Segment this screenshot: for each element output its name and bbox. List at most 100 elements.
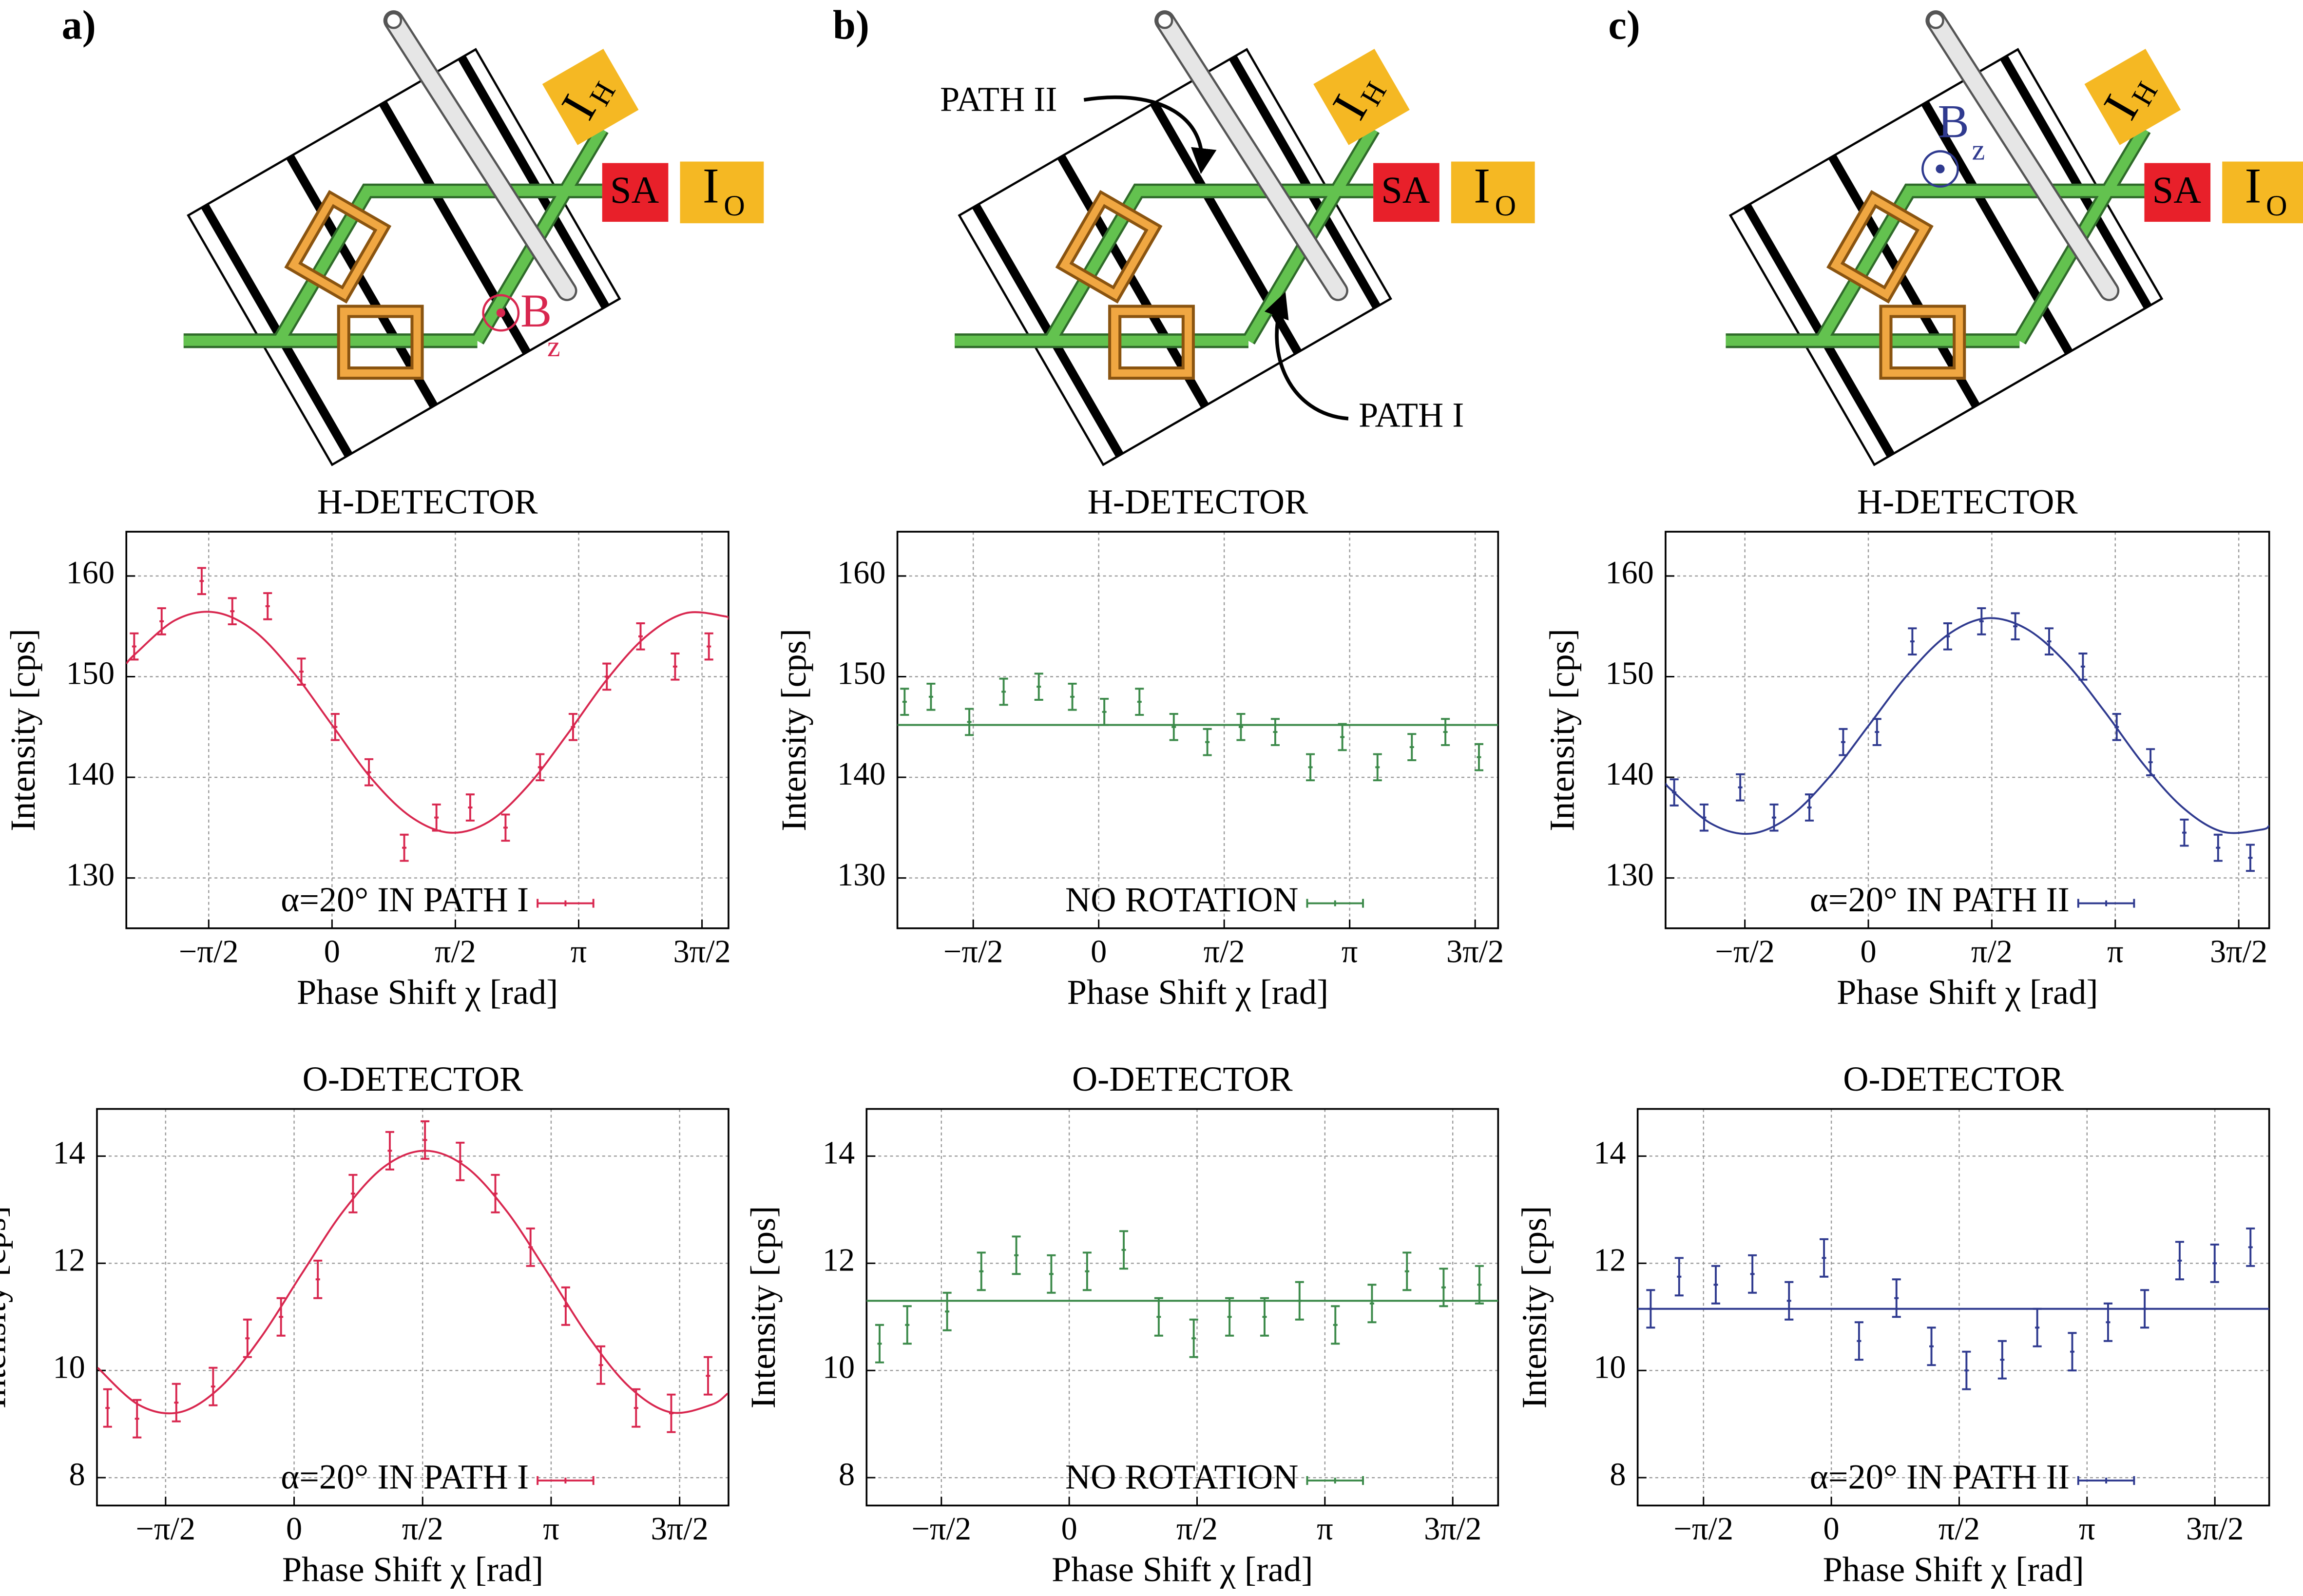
x-tick-label: 0 [1061,1511,1077,1547]
error-bar [1820,1238,1829,1278]
error-bar [1441,718,1450,746]
chart-title: O-DETECTOR [1072,1059,1293,1098]
error-bar [133,1399,142,1439]
error-bar [313,1259,323,1299]
y-tick-label: 150 [66,656,115,692]
y-tick-label: 14 [823,1135,855,1171]
error-bar [456,1141,465,1181]
y-tick-label: 10 [823,1349,855,1385]
y-tick-label: 8 [839,1457,855,1492]
plot-area [1637,1227,2269,1390]
fit-line [1665,617,2269,835]
x-tick-label: π [1342,934,1358,969]
error-bar [421,1120,430,1160]
error-bar [1769,803,1779,832]
y-tick-label: 140 [1605,756,1653,792]
field-sub: z [547,330,560,363]
y-tick-label: 12 [823,1242,855,1278]
field-label: B [1938,95,1969,147]
detector-sub: O [724,190,745,222]
legend-marker [2077,899,2135,908]
y-axis-label: Intensity [cps] [744,1206,783,1409]
error-bar [1646,1289,1655,1329]
error-bar [1805,793,1814,822]
x-tick-label: π [1317,1511,1333,1547]
error-bar [526,1227,535,1267]
error-bar [1839,728,1848,756]
error-bar [1785,1281,1794,1321]
error-bar [103,1388,112,1428]
error-bar [432,803,441,832]
error-bar [1748,1254,1757,1294]
legend-marker [2077,1476,2135,1485]
plot-area [1665,607,2269,872]
error-bar [1674,1257,1684,1297]
field-symbol [1921,150,1959,188]
x-tick-label: 0 [1091,934,1107,969]
error-bar [197,567,206,596]
error-bar [228,597,237,626]
plot-frame [1665,531,2270,929]
legend-label: α=20° IN PATH II [1810,880,2070,919]
plot-frame [865,1108,1499,1507]
error-bar [501,813,510,842]
y-tick-label: 10 [53,1349,85,1385]
detector-label: I [2245,158,2261,213]
field-label: B [520,285,552,337]
y-tick-label: 12 [53,1242,85,1278]
plot-area [866,1230,1498,1364]
error-bar [632,1388,641,1428]
y-axis-label: Intensity [cps] [774,629,813,831]
error-bar [2103,1302,2112,1342]
x-tick-label: π/2 [402,1511,443,1547]
chart-title: H-DETECTOR [1088,482,1308,521]
error-bar [2175,1241,2184,1281]
plot-frame [1636,1108,2270,1507]
x-tick-label: π/2 [1938,1511,1980,1547]
error-bar [1854,1321,1863,1361]
x-tick-label: π/2 [1971,934,2013,969]
error-bar [1736,773,1745,802]
error-bar [365,758,374,787]
x-tick-label: 3π/2 [673,934,730,969]
x-axis-label: Phase Shift χ [rad] [1823,1550,2084,1589]
x-axis-label: Phase Shift χ [rad] [1067,973,1328,1012]
chart-title: H-DETECTOR [1857,482,2078,521]
error-bar [1670,778,1679,807]
y-tick-label: 150 [837,656,885,692]
error-bar [1338,723,1347,751]
x-tick-label: 0 [1860,934,1876,969]
analyzer-label: SA [610,169,659,211]
error-bar [2210,1243,2219,1283]
error-bar [1892,1278,1901,1318]
error-bar [1962,1350,1971,1390]
path-label: PATH II [940,80,1057,119]
error-bar [157,607,166,635]
x-tick-label: 3π/2 [1446,934,1504,969]
x-tick-label: 0 [1823,1511,1840,1547]
error-bar [1189,1318,1198,1358]
error-bar [561,1286,570,1326]
error-bar [1119,1230,1129,1270]
error-bar [926,682,936,711]
analyzer-label: SA [1381,169,1430,211]
error-bar [1407,733,1417,761]
error-bar [1154,1297,1163,1337]
error-bar [1943,622,1952,651]
plot-area [97,1120,729,1439]
x-tick-label: π/2 [1176,1511,1218,1547]
analyzer-label: SA [2152,169,2202,211]
x-tick-label: π [2079,1511,2095,1547]
error-bar [2246,1227,2255,1267]
error-bar [965,708,974,736]
detector-label: I [1474,158,1490,213]
y-tick-label: 140 [837,756,885,792]
y-axis-label: Intensity [cps] [3,629,42,831]
fit-line [126,611,729,834]
error-bar [330,712,340,741]
x-axis-label: Phase Shift χ [rad] [282,1550,543,1589]
error-bar [1270,718,1280,746]
